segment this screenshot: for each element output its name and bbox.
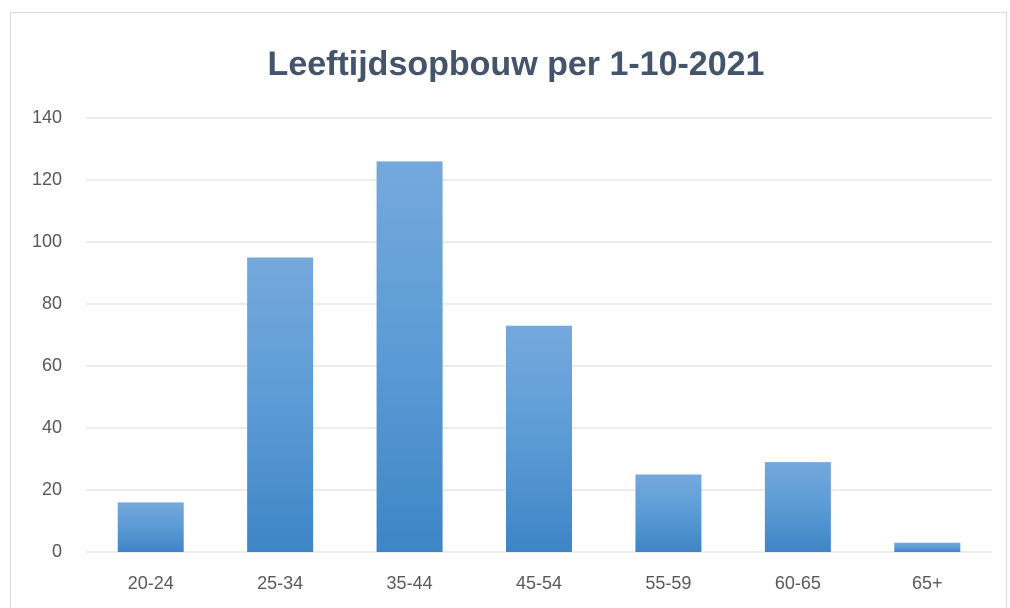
- y-tick-label: 80: [42, 293, 62, 313]
- x-tick-label: 60-65: [775, 573, 821, 593]
- bar: [506, 325, 572, 552]
- y-tick-label: 60: [42, 355, 62, 375]
- x-tick-label: 35-44: [387, 573, 433, 593]
- y-tick-label: 20: [42, 479, 62, 499]
- bar: [117, 502, 184, 552]
- x-tick-label: 45-54: [516, 573, 562, 593]
- x-tick-label: 65+: [912, 573, 943, 593]
- y-tick-label: 120: [32, 169, 62, 189]
- y-tick-label: 140: [32, 107, 62, 127]
- x-tick-label: 55-59: [645, 573, 691, 593]
- bar: [376, 161, 443, 552]
- bar: [247, 257, 314, 552]
- y-tick-label: 100: [32, 231, 62, 251]
- y-tick-label: 40: [42, 417, 62, 437]
- bar: [894, 542, 961, 552]
- x-tick-label: 20-24: [128, 573, 174, 593]
- bar: [635, 474, 702, 552]
- chart-title: Leeftijdsopbouw per 1-10-2021: [268, 45, 765, 83]
- bar: [764, 462, 831, 552]
- x-tick-label: 25-34: [257, 573, 303, 593]
- y-tick-label: 0: [52, 541, 62, 561]
